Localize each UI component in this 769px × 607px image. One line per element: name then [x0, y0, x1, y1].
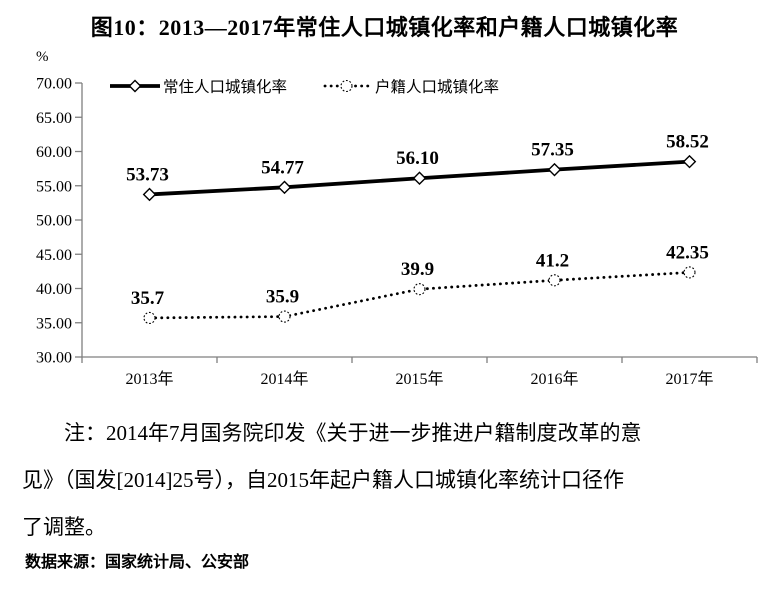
chart-title: 图10：2013—2017年常住人口城镇化率和户籍人口城镇化率 — [90, 15, 679, 40]
footnote-line: 了调整。 — [22, 515, 106, 539]
circle-marker-icon — [340, 79, 353, 93]
diamond-marker-icon — [682, 154, 697, 169]
circle-marker-icon — [278, 310, 291, 323]
data-point-label: 42.35 — [666, 242, 709, 263]
x-axis-label: 2017年 — [665, 370, 713, 388]
legend-label: 常住人口城镇化率 — [163, 78, 287, 96]
circle-marker-icon — [548, 274, 561, 287]
line-chart: % 30.00 35.00 40.00 45.00 50.00 55.00 60.00 65.0… — [36, 49, 758, 388]
data-point-label: 56.10 — [396, 148, 439, 169]
diamond-marker-icon — [142, 187, 157, 202]
series-resident — [142, 154, 697, 202]
y-axis-label: 40.00 — [36, 281, 72, 298]
footnote-line: 见》（国发[2014]25号），自2015年起户籍人口城镇化率统计口径作 — [22, 468, 624, 492]
y-axis-label: 35.00 — [36, 315, 72, 332]
figure-page: 图10：2013—2017年常住人口城镇化率和户籍人口城镇化率 % 30.00 35… — [0, 12, 769, 607]
data-point-label: 35.7 — [131, 288, 165, 309]
circle-marker-icon — [143, 311, 156, 325]
y-axis-label: 70.00 — [36, 76, 72, 93]
y-axis-label: 60.00 — [36, 144, 72, 161]
data-point-label: 54.77 — [261, 157, 304, 178]
circle-marker-icon — [413, 283, 426, 296]
y-axis-label: 45.00 — [36, 247, 72, 264]
data-point-label: 41.2 — [536, 250, 569, 271]
data-point-label: 58.52 — [666, 132, 709, 153]
y-axis-unit-label: % — [36, 49, 49, 65]
data-point-label: 35.9 — [266, 287, 299, 308]
diamond-marker-icon — [547, 162, 562, 177]
diamond-marker-icon — [412, 171, 427, 186]
footnote-line: 注：2014年7月国务院印发《关于进一步推进户籍制度改革的意 — [64, 421, 642, 445]
legend-item-resident — [110, 79, 160, 93]
y-axis-label: 50.00 — [36, 213, 72, 230]
y-axis-label: 30.00 — [36, 350, 72, 367]
data-point-label: 57.35 — [531, 140, 574, 161]
x-axis-label: 2013年 — [125, 370, 173, 388]
diamond-marker-icon — [128, 79, 142, 93]
x-axis-label: 2016年 — [530, 370, 578, 388]
footnote: 注：2014年7月国务院印发《关于进一步推进户籍制度改革的意 见》（国发[201… — [22, 410, 743, 551]
circle-marker-icon — [683, 266, 696, 279]
legend-item-registered — [323, 79, 370, 93]
legend — [110, 79, 370, 93]
x-axis-label: 2014年 — [260, 370, 308, 388]
x-axis-label: 2015年 — [395, 370, 443, 388]
data-point-label: 39.9 — [401, 259, 434, 280]
series-registered — [143, 266, 696, 325]
data-source: 数据来源：国家统计局、公安部 — [25, 554, 250, 571]
data-point-label: 53.73 — [126, 164, 169, 185]
y-axis-label: 55.00 — [36, 178, 72, 195]
y-axis-label: 65.00 — [36, 110, 72, 127]
diamond-marker-icon — [277, 180, 292, 195]
legend-label: 户籍人口城镇化率 — [375, 78, 499, 96]
